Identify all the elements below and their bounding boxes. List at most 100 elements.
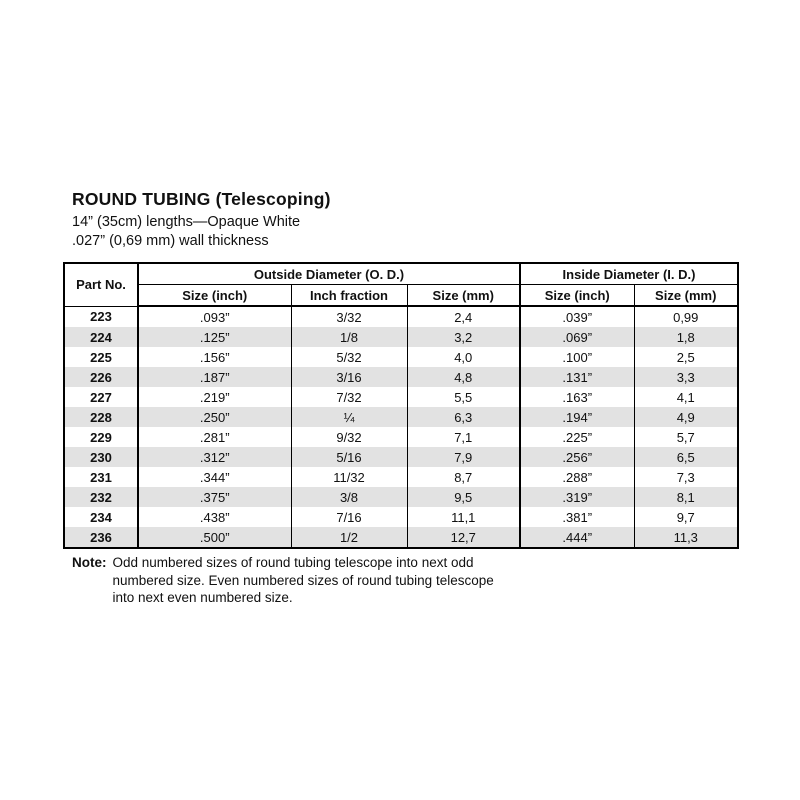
- header-od-size-mm: Size (mm): [406, 284, 520, 307]
- cell-od-size-mm: 6,3: [406, 407, 520, 427]
- cell-od-size-mm: 2,4: [406, 306, 520, 327]
- cell-od-size-inch: .312”: [137, 447, 291, 467]
- cell-od-size-inch: .438”: [137, 507, 291, 527]
- cell-id-size-mm: 8,1: [633, 487, 738, 507]
- cell-id-size-inch: .444”: [519, 527, 634, 548]
- cell-id-size-inch: .131”: [519, 367, 634, 387]
- table-row: 224.125” 1/8 3,2.069” 1,8: [63, 327, 738, 347]
- note-text: Odd numbered sizes of round tubing teles…: [112, 555, 494, 605]
- cell-id-size-mm: 1,8: [633, 327, 738, 347]
- cell-part-no: 231: [63, 467, 138, 487]
- cell-od-size-inch: .375”: [137, 487, 291, 507]
- cell-od-size-mm: 7,1: [406, 427, 520, 447]
- cell-id-size-mm: 6,5: [633, 447, 738, 467]
- subtitle-wall-thickness: .027” (0,69 mm) wall thickness: [72, 232, 269, 249]
- cell-od-size-inch: .344”: [137, 467, 291, 487]
- header-id-size-inch: Size (inch): [519, 284, 634, 307]
- cell-od-inch-fraction: 5/16: [290, 447, 407, 467]
- cell-id-size-mm: 9,7: [633, 507, 738, 527]
- cell-od-size-mm: 4,0: [406, 347, 520, 367]
- cell-od-size-inch: .156”: [137, 347, 291, 367]
- table-row: 232.375” 3/8 9,5.319” 8,1: [63, 487, 738, 507]
- cell-od-size-mm: 12,7: [406, 527, 520, 548]
- cell-id-size-mm: 0,99: [633, 306, 738, 327]
- cell-od-size-mm: 8,7: [406, 467, 520, 487]
- cell-od-inch-fraction: 11/32: [290, 467, 407, 487]
- cell-id-size-mm: 4,9: [633, 407, 738, 427]
- note-label: Note:: [72, 555, 107, 570]
- cell-od-size-inch: .250”: [137, 407, 291, 427]
- sub-header-row: Size (inch) Inch fraction Size (mm) Size…: [64, 284, 738, 307]
- cell-id-size-mm: 2,5: [633, 347, 738, 367]
- cell-od-size-inch: .093”: [137, 306, 291, 327]
- footnote: Note: Odd numbered sizes of round tubing…: [72, 554, 515, 607]
- table-row: 228.250” ¼ 6,3.194” 4,9: [63, 407, 738, 427]
- cell-id-size-inch: .039”: [519, 306, 634, 327]
- cell-part-no: 225: [63, 347, 138, 367]
- cell-od-size-mm: 5,5: [406, 387, 520, 407]
- cell-od-size-inch: .125”: [137, 327, 291, 347]
- cell-part-no: 228: [63, 407, 138, 427]
- cell-id-size-mm: 5,7: [633, 427, 738, 447]
- cell-od-inch-fraction: 7/16: [290, 507, 407, 527]
- cell-id-size-inch: .319”: [519, 487, 634, 507]
- cell-id-size-inch: .225”: [519, 427, 634, 447]
- cell-part-no: 224: [63, 327, 138, 347]
- cell-od-inch-fraction: 3/32: [290, 306, 407, 327]
- cell-id-size-mm: 4,1: [633, 387, 738, 407]
- table-header: Part No. Outside Diameter (O. D.) Inside…: [63, 263, 738, 307]
- table-row: 236.500” 1/2 12,7.444” 11,3: [63, 527, 738, 548]
- header-od-inch-fraction: Inch fraction: [290, 284, 407, 307]
- cell-od-size-mm: 9,5: [406, 487, 520, 507]
- table-row: 226.187” 3/16 4,8.131” 3,3: [63, 367, 738, 387]
- cell-part-no: 223: [63, 306, 138, 327]
- cell-od-inch-fraction: 3/16: [290, 367, 407, 387]
- header-part-no: Part No.: [63, 263, 138, 307]
- cell-part-no: 229: [63, 427, 138, 447]
- cell-id-size-inch: .381”: [519, 507, 634, 527]
- cell-od-size-mm: 3,2: [406, 327, 520, 347]
- cell-part-no: 232: [63, 487, 138, 507]
- cell-od-size-mm: 4,8: [406, 367, 520, 387]
- table-row: 227.219” 7/32 5,5.163” 4,1: [63, 387, 738, 407]
- cell-od-size-mm: 11,1: [406, 507, 520, 527]
- table-body: 223.093” 3/32 2,4.039” 0,99 224.125” 1/8 3,2.0…: [63, 306, 738, 548]
- header-outside-diameter: Outside Diameter (O. D.): [137, 263, 520, 285]
- table-row: 230.312” 5/16 7,9.256” 6,5: [63, 447, 738, 467]
- cell-id-size-inch: .288”: [519, 467, 634, 487]
- round-tubing-spec-table: Part No. Outside Diameter (O. D.) Inside…: [63, 262, 739, 549]
- cell-part-no: 234: [63, 507, 138, 527]
- cell-id-size-mm: 11,3: [633, 527, 738, 548]
- subtitle-lengths: 14” (35cm) lengths—Opaque White: [72, 214, 301, 230]
- cell-part-no: 226: [63, 367, 138, 387]
- cell-part-no: 230: [63, 447, 138, 467]
- cell-od-inch-fraction: ¼: [290, 407, 407, 427]
- page-title: ROUND TUBING (Telescoping): [72, 189, 331, 209]
- cell-id-size-mm: 7,3: [633, 467, 738, 487]
- group-header-row: Part No. Outside Diameter (O. D.) Inside…: [63, 263, 738, 307]
- header-inside-diameter: Inside Diameter (I. D.): [519, 263, 738, 285]
- cell-od-size-inch: .500”: [137, 527, 291, 548]
- table-row: 234.438” 7/16 11,1.381” 9,7: [63, 507, 738, 527]
- title-block: ROUND TUBING (Telescoping) 14” (35cm) le…: [72, 189, 331, 250]
- table-row: 229.281” 9/32 7,1.225” 5,7: [63, 427, 738, 447]
- cell-od-inch-fraction: 7/32: [290, 387, 407, 407]
- cell-id-size-inch: .069”: [519, 327, 634, 347]
- cell-id-size-inch: .100”: [519, 347, 634, 367]
- cell-id-size-mm: 3,3: [633, 367, 738, 387]
- header-od-size-inch: Size (inch): [137, 284, 291, 307]
- cell-od-inch-fraction: 1/8: [290, 327, 407, 347]
- cell-od-inch-fraction: 9/32: [290, 427, 407, 447]
- cell-od-size-inch: .281”: [137, 427, 291, 447]
- cell-od-size-inch: .219”: [137, 387, 291, 407]
- cell-id-size-inch: .194”: [519, 407, 634, 427]
- cell-od-inch-fraction: 5/32: [290, 347, 407, 367]
- cell-od-size-mm: 7,9: [406, 447, 520, 467]
- cell-od-inch-fraction: 1/2: [290, 527, 407, 548]
- header-id-size-mm: Size (mm): [633, 284, 738, 307]
- cell-od-size-inch: .187”: [137, 367, 291, 387]
- table-row: 225.156” 5/32 4,0.100” 2,5: [63, 347, 738, 367]
- cell-part-no: 236: [63, 527, 138, 548]
- cell-id-size-inch: .163”: [519, 387, 634, 407]
